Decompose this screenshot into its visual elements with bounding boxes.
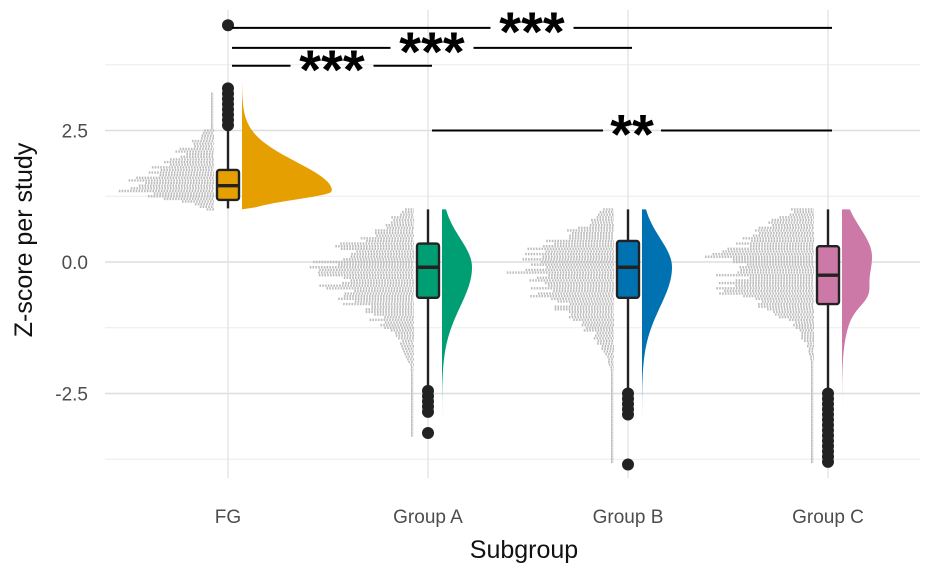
outlier-group-c-13 [822, 455, 834, 468]
outlier-fg-8 [222, 19, 234, 32]
outlier-group-a-4 [422, 405, 434, 418]
x-axis-title: Subgroup [470, 536, 578, 564]
sig-label-0: *** [499, 0, 565, 63]
x-tick-label-group-c: Group C [792, 507, 864, 528]
sig-label-3: ** [610, 103, 654, 166]
rain-dots [118, 92, 814, 464]
outlier-fg-7 [222, 82, 234, 95]
axis-ticks: FG Group A Group B Group C -2.5 0.0 2.5 [55, 122, 864, 529]
density-cloud-group-a [442, 209, 472, 436]
y-tick-label-1: 0.0 [62, 253, 88, 274]
density-cloud-fg [242, 83, 332, 210]
density-clouds [242, 83, 872, 462]
x-tick-label-group-a: Group A [393, 507, 463, 528]
x-tick-label-group-b: Group B [593, 507, 664, 528]
box-group-b [615, 239, 641, 299]
sig-label-1: *** [399, 20, 465, 83]
sig-label-2: *** [299, 38, 365, 101]
boxplots [215, 130, 841, 389]
outlier-group-a-5 [422, 426, 434, 439]
y-tick-label-2: 2.5 [62, 122, 88, 143]
density-cloud-group-b [642, 209, 672, 462]
outliers [222, 19, 834, 471]
y-tick-label-0: -2.5 [55, 385, 88, 406]
x-tick-label-fg: FG [215, 507, 241, 528]
y-axis-title: Z-score per study [10, 142, 38, 337]
significance-brackets: *********** [232, 0, 832, 166]
box-group-a [415, 242, 441, 299]
outlier-group-b-4 [622, 408, 634, 421]
density-cloud-group-c [842, 209, 872, 462]
outlier-group-b-5 [622, 458, 634, 471]
